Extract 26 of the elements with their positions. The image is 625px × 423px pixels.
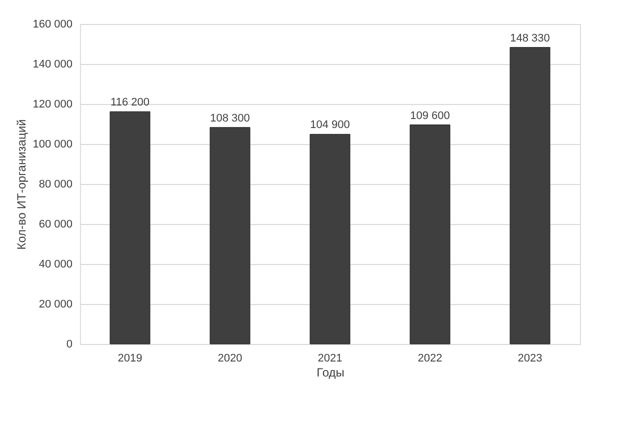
data-label: 104 900 [310,119,350,132]
bar [410,124,450,344]
x-tick-label: 2019 [118,352,142,364]
y-tick-label: 80 000 [38,178,72,190]
data-label: 108 300 [210,112,250,124]
y-axis-title: Кол-во ИТ-организаций [14,119,29,250]
data-label: 109 600 [410,110,450,122]
x-tick-label: 2021 [318,352,342,364]
x-tick-label: 2020 [218,352,242,364]
bar [110,111,150,344]
y-tick-label: 40 000 [38,258,72,270]
x-axis-title: Годы [316,366,344,380]
y-tick-label: 60 000 [38,218,72,230]
y-tick-label: 120 000 [32,98,72,110]
y-tick-label: 0 [66,338,72,350]
bar [210,127,250,344]
x-tick-label: 2022 [418,352,442,364]
data-label: 148 330 [510,32,550,44]
y-tick-label: 160 000 [32,18,72,30]
x-tick-label: 2023 [518,352,542,364]
y-tick-label: 140 000 [32,58,72,70]
bar [310,134,350,344]
y-tick-label: 100 000 [32,138,72,150]
data-label: 116 200 [110,96,150,109]
bar [510,47,550,344]
y-tick-label: 20 000 [38,298,72,310]
